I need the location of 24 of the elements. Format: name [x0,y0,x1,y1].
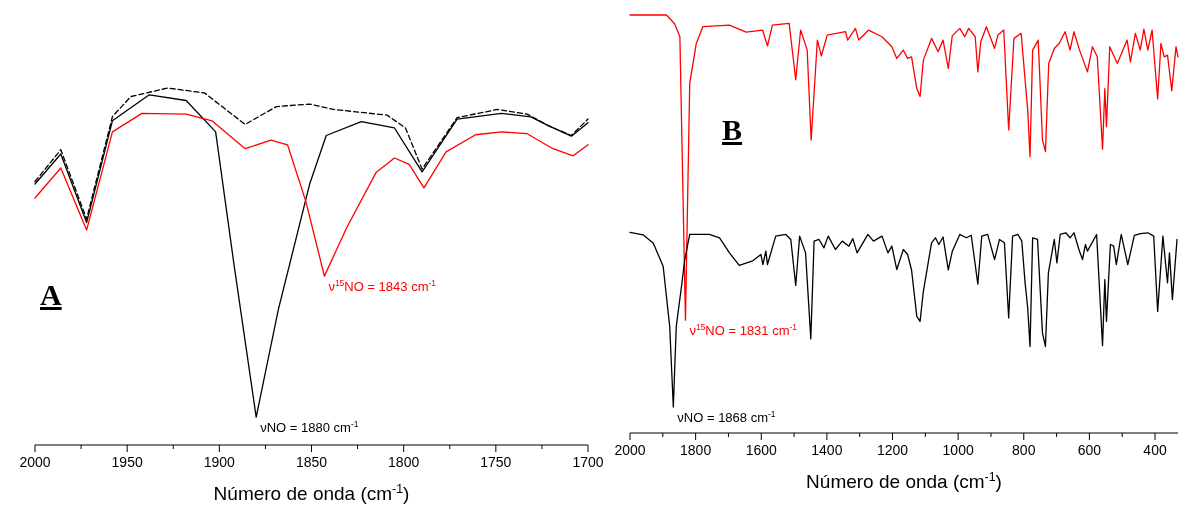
x-tick-label: 1850 [295,454,328,470]
x-tick-label: 1900 [203,454,236,470]
x-axis-title: Número de onda (cm$^{-1}$) [806,470,1002,492]
x-tick-label: 1000 [942,442,974,458]
x-tick-label: 1700 [572,454,604,470]
annotation: A [40,278,62,311]
annotation: ν$^{15}$NO = 1843 cm$^{-1}$ [328,278,437,295]
annotation: νNO = 1880 cm$^{-1}$ [260,419,359,436]
annotation: B [722,113,743,146]
x-tick-label: 1950 [111,454,143,470]
x-tick-label: 2000 [19,454,51,470]
x-tick-label: 400 [1143,442,1167,458]
x-tick-label: 600 [1077,442,1102,458]
x-tick-label: 800 [1012,442,1036,458]
x-tick-label: 1800 [680,442,712,458]
x-tick-label: 1200 [876,442,909,458]
x-tick-label: 1800 [388,454,420,470]
x-tick-label: 2000 [614,442,646,458]
x-axis-title: Número de onda (cm$^{-1}$) [213,482,410,504]
x-tick-label: 1600 [745,442,778,458]
x-tick-label: 1750 [480,454,512,470]
annotation: νNO = 1868 cm$^{-1}$ [677,409,776,426]
x-tick-label: 1400 [811,442,843,458]
annotation: ν$^{15}$NO = 1831 cm$^{-1}$ [689,322,798,339]
